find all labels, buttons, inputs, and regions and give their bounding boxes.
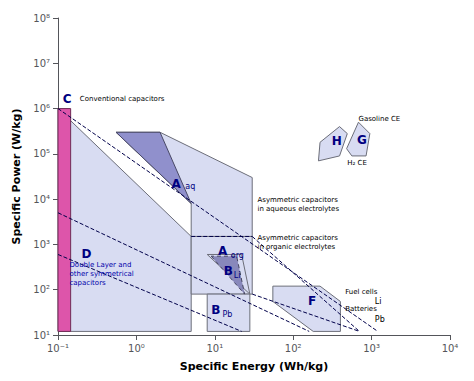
svg-text:Asymmetric capacitors: Asymmetric capacitors (257, 234, 338, 242)
svg-text:Conventional capacitors: Conventional capacitors (80, 95, 165, 103)
svg-text:Double Layer and: Double Layer and (69, 261, 131, 269)
svg-text:10²: 10² (285, 343, 302, 354)
svg-text:10⁻¹: 10⁻¹ (47, 343, 69, 354)
svg-text:B: B (224, 264, 233, 278)
svg-text:A: A (171, 177, 181, 191)
svg-text:org: org (231, 251, 244, 260)
svg-text:Specific Energy (Wh/kg): Specific Energy (Wh/kg) (180, 360, 328, 373)
svg-text:A: A (218, 244, 228, 258)
svg-text:Fuel cells: Fuel cells (345, 288, 378, 296)
svg-text:10⁷: 10⁷ (33, 58, 50, 69)
svg-text:10⁵: 10⁵ (33, 148, 50, 159)
svg-text:H: H (332, 134, 342, 148)
svg-text:aq: aq (185, 182, 195, 191)
svg-text:Gasoline CE: Gasoline CE (358, 115, 400, 123)
svg-text:D: D (82, 247, 92, 261)
svg-text:F: F (308, 294, 316, 308)
svg-text:10⁸: 10⁸ (33, 13, 50, 24)
svg-text:G: G (357, 133, 367, 147)
svg-text:Pb: Pb (222, 310, 232, 319)
svg-text:10²: 10² (33, 284, 50, 295)
svg-text:10¹: 10¹ (33, 330, 50, 341)
svg-text:Specific Power (W/kg): Specific Power (W/kg) (10, 109, 23, 245)
svg-text:capacitors: capacitors (69, 279, 106, 287)
svg-text:10³: 10³ (363, 343, 380, 354)
svg-text:Li: Li (375, 297, 382, 306)
svg-text:B: B (211, 303, 220, 317)
svg-text:C: C (63, 92, 72, 106)
svg-text:10⁴: 10⁴ (442, 343, 459, 354)
svg-text:10⁰: 10⁰ (128, 343, 145, 354)
svg-text:in aqueous electrolytes: in aqueous electrolytes (257, 205, 339, 213)
svg-text:10⁶: 10⁶ (33, 103, 50, 114)
svg-text:H₂ CE: H₂ CE (347, 159, 367, 167)
svg-text:Batteries: Batteries (345, 305, 377, 313)
svg-text:other symmetrical: other symmetrical (69, 270, 133, 278)
svg-text:10³: 10³ (33, 239, 50, 250)
svg-text:in organic electrolytes: in organic electrolytes (257, 243, 335, 251)
svg-text:10¹: 10¹ (206, 343, 223, 354)
svg-text:Asymmetric capacitors: Asymmetric capacitors (257, 196, 338, 204)
svg-text:10⁴: 10⁴ (33, 194, 50, 205)
svg-text:Pb: Pb (375, 315, 385, 324)
svg-text:Li: Li (234, 271, 241, 280)
